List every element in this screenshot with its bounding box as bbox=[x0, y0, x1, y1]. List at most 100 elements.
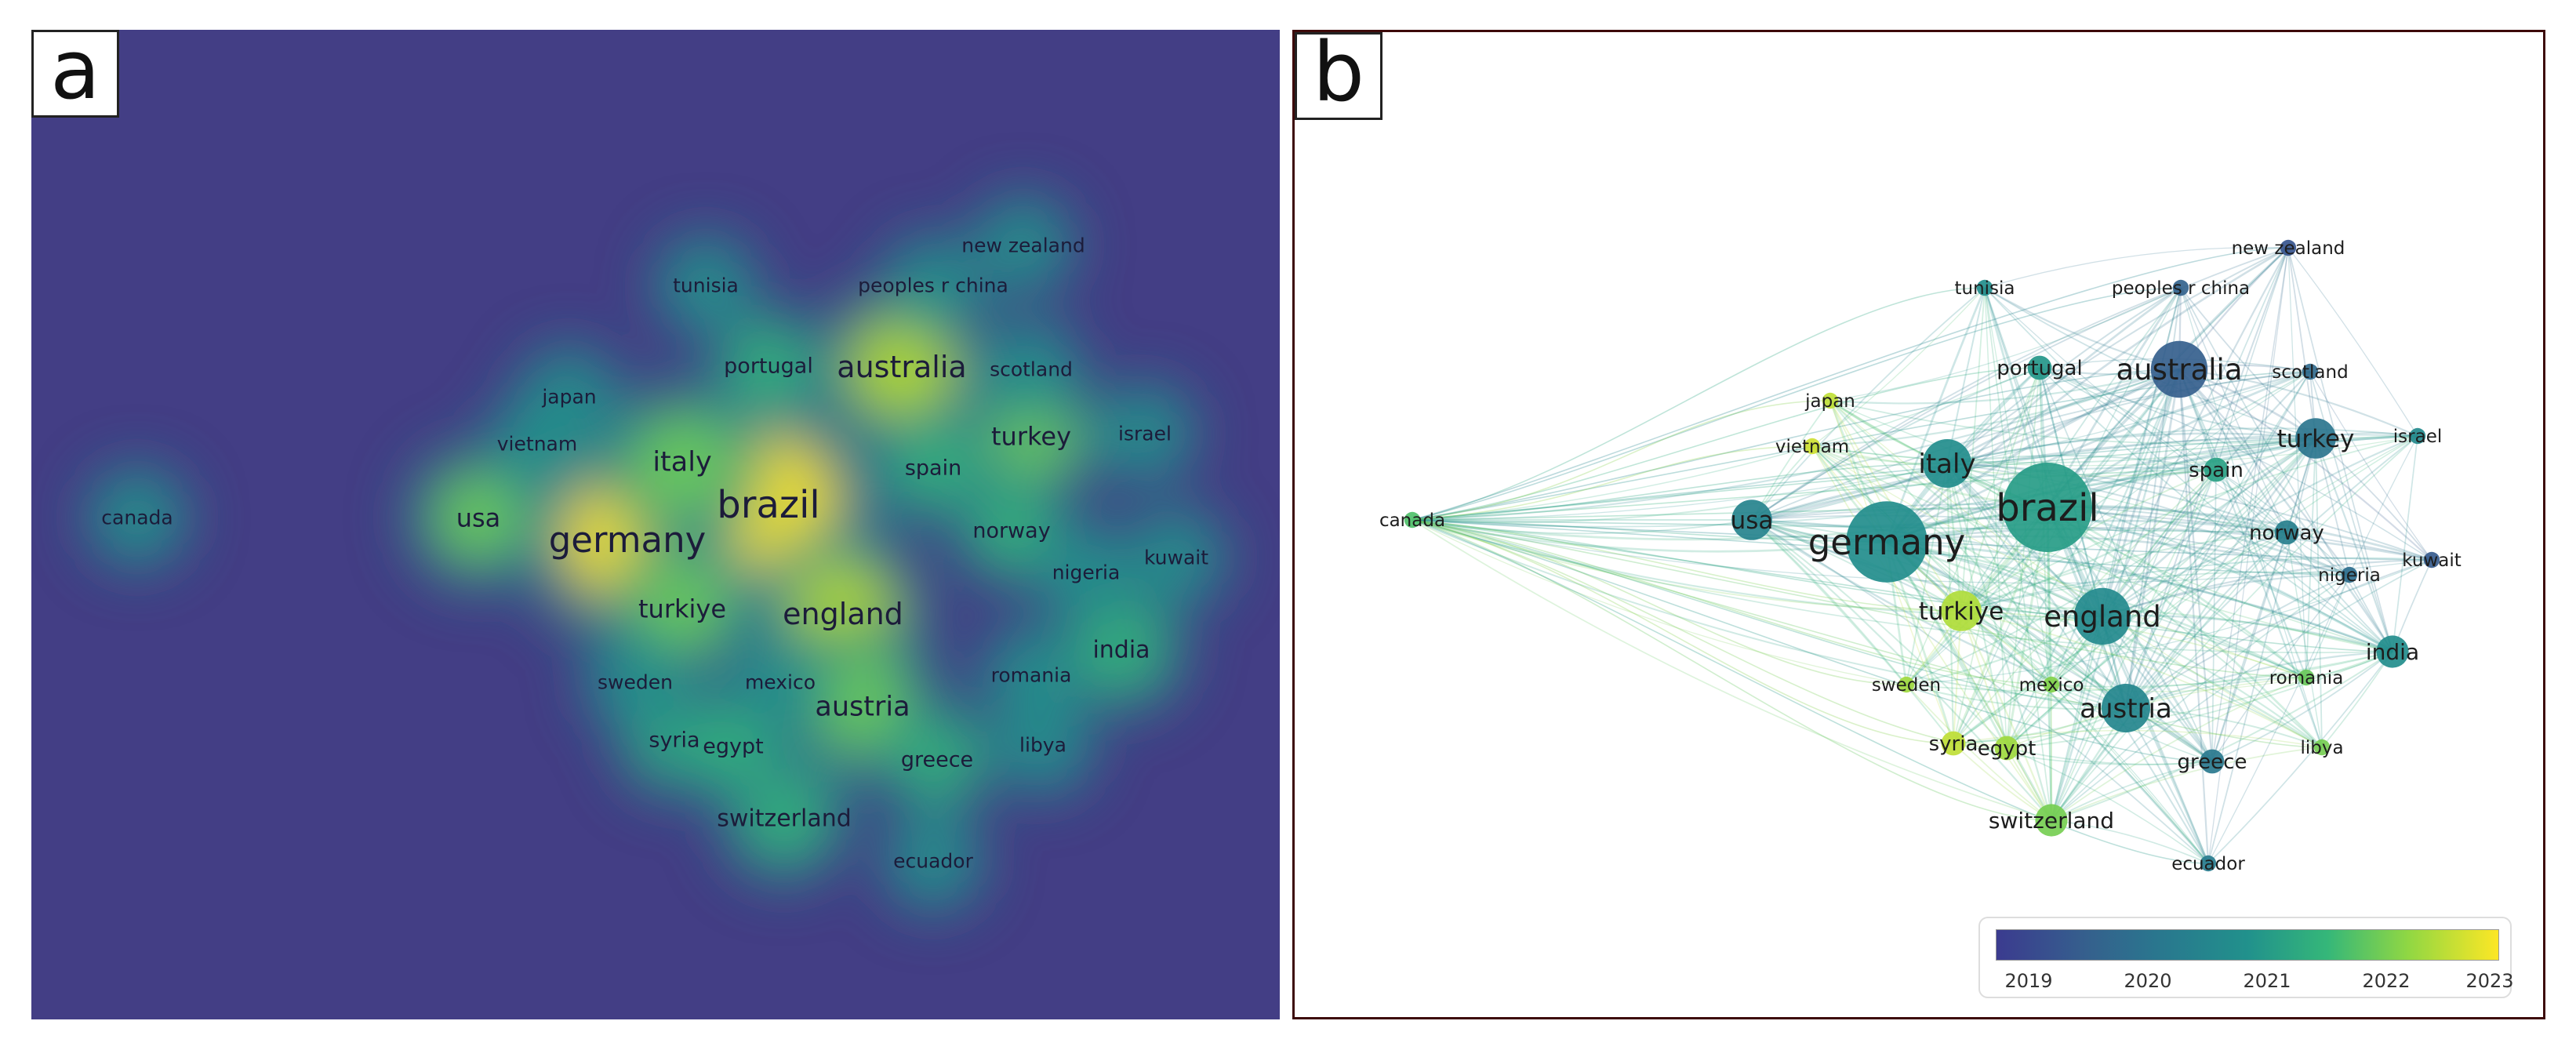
network-link bbox=[1811, 445, 2217, 478]
network-link bbox=[1886, 437, 2316, 543]
network-link bbox=[1946, 463, 2052, 685]
network-link bbox=[2102, 558, 2432, 618]
network-link bbox=[2125, 707, 2323, 748]
network-link bbox=[1412, 367, 2040, 521]
network-link bbox=[1829, 400, 2393, 652]
network-label: sweden bbox=[1872, 675, 1941, 696]
density-blob bbox=[848, 313, 956, 421]
network-node bbox=[2043, 676, 2060, 693]
density-label: tunisia bbox=[673, 274, 739, 297]
network-link bbox=[1885, 541, 2053, 821]
network-link bbox=[1886, 527, 2432, 561]
network-label: spain bbox=[2189, 459, 2244, 482]
network-link bbox=[1960, 610, 2213, 762]
density-blob bbox=[602, 649, 668, 715]
network-link bbox=[1751, 467, 2217, 521]
network-link bbox=[2102, 573, 2350, 618]
panel-letter-b: b bbox=[1295, 32, 1382, 120]
density-label: syria bbox=[649, 728, 699, 753]
network-link bbox=[1946, 454, 2217, 471]
density-blob bbox=[633, 412, 732, 510]
network-link bbox=[1412, 519, 1962, 612]
network-node bbox=[1994, 736, 2019, 761]
network-link bbox=[2207, 574, 2350, 864]
network-link bbox=[2305, 574, 2350, 678]
network-link bbox=[1886, 540, 2213, 763]
network-link bbox=[1983, 287, 2104, 617]
network-link bbox=[1412, 371, 2311, 521]
network-label: peoples r china bbox=[2112, 278, 2250, 299]
network-link bbox=[1984, 287, 2393, 652]
network-link bbox=[1946, 463, 2350, 576]
network-node bbox=[2003, 463, 2092, 552]
network-link bbox=[1960, 469, 2217, 612]
network-link bbox=[1886, 434, 2418, 543]
density-label: egypt bbox=[703, 735, 763, 759]
network-link bbox=[2287, 247, 2418, 437]
year-legend: 2019 2020 2021 2022 2023 bbox=[1978, 917, 2514, 998]
network-link bbox=[1885, 368, 2180, 543]
density-label: canada bbox=[101, 507, 173, 529]
legend-tick: 2019 bbox=[2004, 970, 2053, 992]
network-link bbox=[1412, 519, 1907, 685]
density-label: nigeria bbox=[1052, 561, 1121, 584]
network-link bbox=[1946, 371, 2311, 464]
network-link bbox=[2006, 747, 2209, 864]
network-node bbox=[2298, 669, 2315, 686]
network-link bbox=[1811, 445, 2307, 678]
network-link bbox=[2051, 677, 2307, 821]
network-node bbox=[2341, 566, 2358, 583]
network-node bbox=[2280, 239, 2297, 256]
network-link bbox=[1906, 371, 2311, 685]
network-link bbox=[1984, 287, 2350, 576]
density-blob bbox=[1112, 401, 1178, 467]
network-link bbox=[1751, 518, 2127, 710]
density-blob bbox=[896, 431, 970, 504]
network-link bbox=[1906, 684, 2127, 710]
network-link bbox=[1906, 559, 2432, 685]
network-link bbox=[1751, 519, 1954, 744]
network-link bbox=[2039, 367, 2052, 821]
network-link bbox=[1960, 610, 2209, 864]
network-link bbox=[2211, 532, 2287, 762]
density-label: turkey bbox=[991, 421, 1071, 451]
network-link bbox=[2180, 287, 2316, 439]
network-link bbox=[1412, 400, 1831, 521]
network-link bbox=[1751, 519, 2052, 685]
density-label: libya bbox=[1019, 734, 1066, 757]
network-link bbox=[1946, 463, 2432, 561]
network-link bbox=[1886, 370, 2311, 543]
network-link bbox=[2102, 247, 2289, 617]
network-link bbox=[1946, 368, 2180, 465]
network-node bbox=[1404, 511, 1421, 529]
density-blob bbox=[900, 722, 974, 796]
network-link bbox=[2178, 369, 2350, 576]
network-link bbox=[1946, 462, 2287, 534]
network-link bbox=[1412, 519, 2052, 821]
network-label: nigeria bbox=[2318, 565, 2381, 586]
density-map-panel: a brazil germany england italy australia aust… bbox=[31, 30, 1280, 1019]
network-link bbox=[1829, 400, 2103, 617]
network-link bbox=[1984, 287, 2316, 439]
network-link bbox=[2180, 287, 2287, 533]
network-link bbox=[2051, 747, 2323, 821]
network-link bbox=[2315, 438, 2323, 748]
network-link bbox=[2047, 506, 2323, 748]
density-blob bbox=[747, 649, 813, 715]
network-link bbox=[1412, 519, 2393, 654]
network-node bbox=[2302, 363, 2319, 380]
network-link bbox=[2006, 367, 2040, 749]
network-link bbox=[2006, 435, 2418, 749]
network-link bbox=[2051, 761, 2213, 821]
network-link bbox=[2207, 247, 2289, 864]
network-node bbox=[2200, 855, 2217, 872]
network-link bbox=[2180, 287, 2393, 652]
network-node bbox=[1923, 439, 1971, 488]
network-link bbox=[1811, 445, 2393, 652]
network-label: australia bbox=[2116, 353, 2242, 387]
density-label: kuwait bbox=[1144, 547, 1208, 569]
network-link bbox=[1946, 463, 2053, 821]
network-link bbox=[2039, 367, 2287, 533]
network-link bbox=[2102, 615, 2323, 748]
network-link bbox=[2125, 371, 2311, 709]
